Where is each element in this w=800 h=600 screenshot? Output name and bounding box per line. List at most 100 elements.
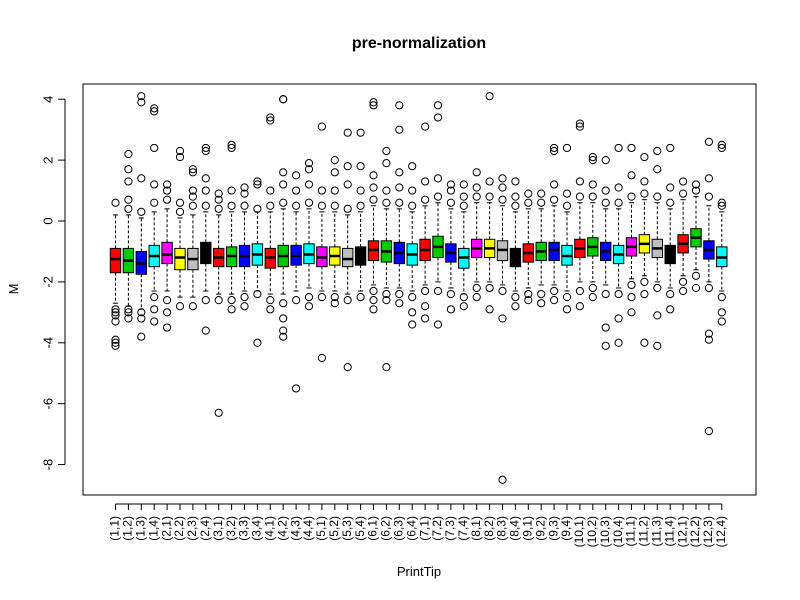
outlier-point — [717, 143, 726, 153]
box-(10,2) — [587, 152, 599, 302]
outlier-point — [472, 283, 481, 293]
chart-title: pre-normalization — [352, 35, 486, 52]
outlier-point — [601, 289, 610, 299]
outlier-point — [498, 195, 507, 204]
outlier-point — [382, 289, 391, 299]
outlier-point — [588, 192, 597, 201]
outlier-point — [137, 207, 146, 216]
outlier-point — [150, 317, 159, 326]
outlier-point — [640, 277, 649, 286]
outlier-point — [201, 326, 210, 335]
y-tick-label: 4 — [40, 96, 55, 103]
outlier-point — [356, 128, 365, 137]
box-(9,3) — [548, 143, 560, 305]
box-(2,3) — [187, 165, 199, 311]
x-tick-label: (4,2) — [275, 516, 289, 541]
x-axis-label: PrintTip — [397, 564, 441, 579]
x-tick-label: (3,3) — [237, 516, 251, 541]
outlier-point — [627, 192, 636, 201]
outlier-point — [266, 113, 275, 122]
box-(5,3) — [342, 128, 354, 372]
plot-frame — [82, 83, 757, 496]
box-(3,3) — [238, 183, 251, 311]
outlier-point — [175, 207, 185, 216]
outlier-point — [562, 143, 572, 153]
outlier-point — [433, 101, 443, 110]
y-axis: -8 -6 -4 -2 0 2 4 — [40, 96, 66, 470]
outlier-point — [653, 283, 662, 293]
outlier-point — [575, 302, 585, 311]
outlier-point — [369, 101, 378, 110]
x-tick-label: (9,1) — [520, 516, 534, 541]
outlier-point — [201, 296, 210, 305]
outlier-point — [253, 338, 262, 347]
x-tick-label: (1,4) — [146, 516, 160, 541]
outlier-point — [395, 168, 404, 177]
outlier-point — [369, 171, 378, 180]
outlier-point — [640, 152, 649, 162]
box-(3,1) — [213, 189, 225, 417]
outlier-point — [717, 308, 726, 317]
box-(7,3) — [445, 180, 457, 314]
outlier-point — [343, 296, 352, 305]
x-tick-label: (7,1) — [417, 516, 431, 541]
x-tick-label: (10,2) — [585, 516, 599, 547]
box-(9,2) — [535, 189, 547, 308]
box-(5,2) — [329, 156, 341, 308]
outlier-point — [459, 180, 468, 189]
outlier-point — [369, 183, 378, 192]
x-tick-label: (9,3) — [546, 516, 560, 541]
outlier-point — [679, 277, 688, 286]
box-(3,4) — [251, 177, 264, 347]
outlier-point — [150, 143, 159, 153]
outlier-point — [472, 168, 481, 177]
outlier-point — [408, 320, 417, 329]
y-axis-label: M — [6, 284, 21, 295]
x-tick-label: (3,2) — [224, 516, 238, 541]
box-(5,4) — [354, 128, 367, 302]
x-tick-label: (6,1) — [366, 516, 380, 541]
outlier-point — [240, 183, 249, 192]
outlier-point — [201, 201, 210, 210]
outlier-point — [266, 186, 275, 195]
outlier-point — [188, 201, 197, 210]
outlier-point — [214, 408, 223, 417]
outlier-point — [601, 323, 610, 332]
outlier-point — [717, 293, 726, 302]
outlier-point — [459, 201, 468, 210]
outlier-point — [653, 192, 662, 201]
outlier-point — [150, 293, 159, 302]
outlier-point — [704, 174, 714, 183]
outlier-point — [266, 116, 275, 125]
box-(9,4) — [561, 143, 573, 314]
outlier-point — [459, 302, 468, 311]
box-(1,1) — [109, 198, 122, 350]
box-(6,4) — [406, 162, 418, 329]
outlier-point — [408, 186, 417, 195]
outlier-point — [253, 204, 262, 213]
outlier-point — [614, 338, 623, 347]
outlier-point — [421, 195, 430, 204]
outlier-point — [175, 302, 185, 311]
box-(1,2) — [122, 149, 135, 323]
outlier-point — [330, 168, 339, 177]
outlier-point — [433, 174, 443, 183]
box-body — [161, 241, 173, 265]
outlier-point — [137, 308, 146, 317]
outlier-point — [537, 198, 546, 207]
y-tick-label: -6 — [40, 398, 55, 410]
x-tick-label: (1,1) — [108, 516, 122, 541]
box-(2,1) — [161, 180, 173, 332]
outlier-point — [343, 128, 352, 137]
outlier-point — [691, 186, 701, 195]
outlier-point — [124, 149, 133, 159]
box-(6,2) — [380, 146, 393, 372]
outlier-point — [292, 171, 301, 180]
x-tick-label: (6,2) — [379, 516, 393, 541]
outlier-point — [356, 186, 365, 195]
outlier-point — [421, 302, 430, 311]
x-axis: (1,1)(1,2)(1,3)(1,4)(2,1)(2,2)(2,3)(2,4)… — [108, 503, 728, 547]
outlier-point — [317, 186, 326, 195]
outlier-point — [653, 165, 662, 174]
box-(2,4) — [200, 143, 212, 335]
